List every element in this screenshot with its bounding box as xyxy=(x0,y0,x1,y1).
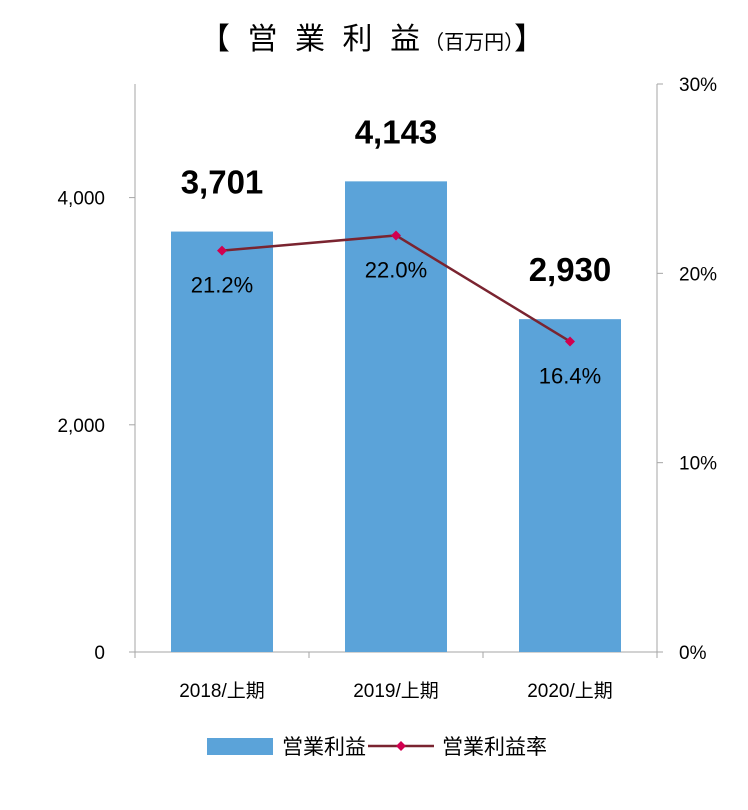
legend-bar-label: 営業利益 xyxy=(282,735,366,759)
legend-line-marker xyxy=(396,741,406,751)
category-label: 2020/上期 xyxy=(527,680,613,702)
bar-value-label: 2,930 xyxy=(529,251,612,288)
legend-line-label: 営業利益率 xyxy=(442,735,547,759)
bar-value-label: 4,143 xyxy=(355,113,438,150)
right-axis-tick-label: 0% xyxy=(679,643,707,664)
rate-marker xyxy=(391,230,401,241)
chart-title-close: 】 xyxy=(514,22,549,57)
left-axis-tick-label: 0 xyxy=(94,643,105,664)
chart-title-text: 【 営 業 利 益 xyxy=(199,22,425,57)
left-axis-tick-label: 4,000 xyxy=(57,189,105,210)
rate-value-label: 22.0% xyxy=(365,257,427,282)
rate-value-label: 21.2% xyxy=(191,273,253,298)
category-label: 2018/上期 xyxy=(179,680,265,702)
right-axis-tick-label: 30% xyxy=(679,75,717,96)
right-axis-tick-label: 10% xyxy=(679,454,717,475)
rate-marker xyxy=(217,245,227,256)
bar-2020/上期 xyxy=(519,319,621,652)
rate-value-label: 16.4% xyxy=(539,363,601,388)
bar-value-label: 3,701 xyxy=(181,164,264,201)
legend-bar-swatch xyxy=(207,738,273,755)
category-label: 2019/上期 xyxy=(353,680,439,702)
bar-2018/上期 xyxy=(171,231,273,652)
chart-title: 【 営 業 利 益（百万円）】 xyxy=(0,14,748,58)
chart-title-unit: （百万円） xyxy=(424,30,515,54)
bar-2019/上期 xyxy=(345,181,447,652)
right-axis-tick-label: 20% xyxy=(679,264,717,285)
rate-marker xyxy=(565,336,575,347)
left-axis-tick-label: 2,000 xyxy=(57,416,105,437)
